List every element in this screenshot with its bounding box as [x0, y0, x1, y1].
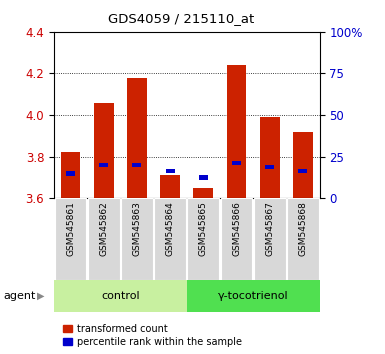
Text: ▶: ▶ — [37, 291, 44, 301]
Bar — [94, 103, 114, 198]
Bar — [55, 198, 87, 280]
Bar — [166, 169, 175, 173]
Bar — [232, 161, 241, 165]
Text: GSM545863: GSM545863 — [132, 201, 141, 256]
Text: γ-tocotrienol: γ-tocotrienol — [218, 291, 288, 301]
Bar — [193, 188, 213, 198]
Bar — [287, 198, 319, 280]
Text: GSM545866: GSM545866 — [232, 201, 241, 256]
Text: GDS4059 / 215110_at: GDS4059 / 215110_at — [108, 12, 254, 25]
Bar — [226, 65, 246, 198]
Bar — [99, 163, 108, 167]
Bar — [293, 132, 313, 198]
Text: GSM545865: GSM545865 — [199, 201, 208, 256]
Bar — [260, 117, 280, 198]
Text: GSM545861: GSM545861 — [66, 201, 75, 256]
Bar — [160, 175, 180, 198]
Bar — [54, 280, 187, 312]
Bar — [66, 171, 75, 176]
Bar — [154, 198, 186, 280]
Bar — [187, 198, 219, 280]
Text: GSM545864: GSM545864 — [166, 201, 175, 256]
Text: GSM545868: GSM545868 — [298, 201, 308, 256]
Bar — [265, 165, 274, 169]
Bar — [254, 198, 286, 280]
Bar — [221, 198, 253, 280]
Bar — [88, 198, 120, 280]
Text: control: control — [101, 291, 140, 301]
Bar — [127, 78, 147, 198]
Bar — [132, 163, 141, 167]
Text: agent: agent — [4, 291, 36, 301]
Bar — [60, 153, 80, 198]
Bar — [199, 175, 208, 180]
Text: GSM545867: GSM545867 — [265, 201, 274, 256]
Bar — [187, 280, 320, 312]
Bar — [121, 198, 153, 280]
Bar — [298, 169, 308, 173]
Text: GSM545862: GSM545862 — [99, 201, 108, 256]
Legend: transformed count, percentile rank within the sample: transformed count, percentile rank withi… — [59, 320, 246, 350]
